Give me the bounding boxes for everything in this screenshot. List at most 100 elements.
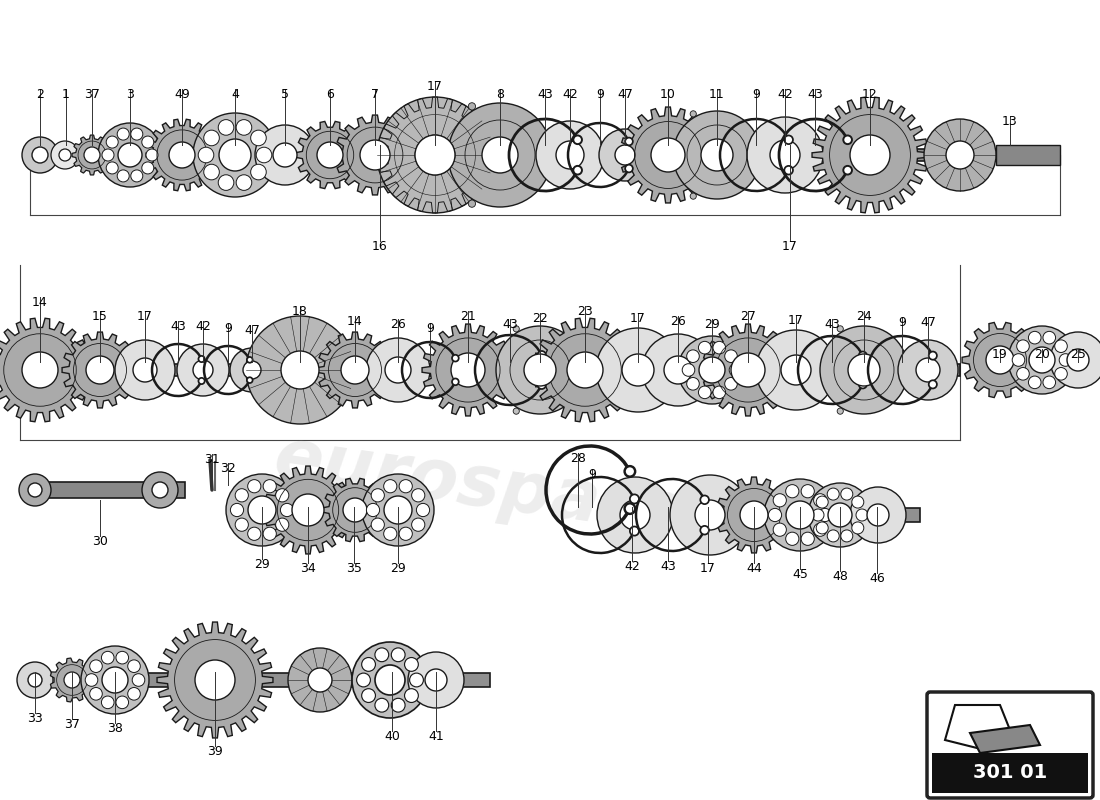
- Circle shape: [814, 523, 827, 536]
- Circle shape: [761, 152, 768, 158]
- Text: 9: 9: [588, 468, 596, 481]
- Circle shape: [116, 696, 129, 709]
- Circle shape: [131, 170, 143, 182]
- Circle shape: [621, 354, 654, 386]
- Text: 4: 4: [231, 88, 239, 101]
- Text: 43: 43: [537, 88, 553, 101]
- Circle shape: [51, 141, 79, 169]
- Circle shape: [859, 351, 867, 360]
- Text: 5: 5: [280, 88, 289, 101]
- Circle shape: [701, 526, 708, 534]
- Bar: [640, 508, 920, 522]
- Circle shape: [375, 698, 388, 712]
- Circle shape: [827, 530, 839, 542]
- Circle shape: [169, 142, 195, 168]
- Circle shape: [101, 651, 114, 664]
- Circle shape: [118, 143, 142, 167]
- Text: 15: 15: [92, 310, 108, 323]
- Text: 27: 27: [740, 310, 756, 323]
- Circle shape: [128, 687, 141, 700]
- Circle shape: [107, 136, 118, 148]
- Circle shape: [218, 174, 234, 190]
- Circle shape: [713, 342, 726, 354]
- Circle shape: [686, 378, 700, 390]
- Text: 18: 18: [293, 305, 308, 318]
- Text: 17: 17: [700, 562, 716, 575]
- Circle shape: [673, 111, 761, 199]
- Circle shape: [288, 648, 352, 712]
- Circle shape: [146, 149, 158, 161]
- Text: 43: 43: [502, 318, 518, 331]
- Circle shape: [1043, 376, 1056, 389]
- Bar: [996, 145, 1060, 165]
- Circle shape: [102, 667, 128, 693]
- Circle shape: [341, 356, 368, 384]
- Circle shape: [740, 501, 768, 529]
- Circle shape: [770, 140, 800, 170]
- Circle shape: [195, 660, 235, 700]
- Text: 12: 12: [862, 88, 878, 101]
- Circle shape: [107, 162, 118, 174]
- Circle shape: [552, 151, 560, 158]
- Circle shape: [1055, 367, 1067, 380]
- Circle shape: [385, 357, 411, 383]
- Circle shape: [773, 523, 786, 536]
- Text: 9: 9: [426, 322, 433, 335]
- Circle shape: [1059, 354, 1071, 366]
- Circle shape: [142, 472, 178, 508]
- Circle shape: [747, 117, 823, 193]
- Circle shape: [255, 125, 315, 185]
- Circle shape: [226, 474, 298, 546]
- Circle shape: [32, 147, 48, 163]
- Circle shape: [362, 689, 375, 702]
- Text: 33: 33: [28, 712, 43, 725]
- Circle shape: [392, 648, 405, 662]
- Polygon shape: [702, 324, 794, 416]
- Circle shape: [142, 136, 154, 148]
- Circle shape: [399, 527, 412, 540]
- Circle shape: [405, 689, 418, 702]
- Circle shape: [384, 527, 397, 540]
- Circle shape: [828, 503, 852, 527]
- Circle shape: [81, 646, 148, 714]
- Circle shape: [756, 330, 836, 410]
- Circle shape: [514, 408, 519, 414]
- Circle shape: [230, 348, 274, 392]
- Circle shape: [1016, 340, 1030, 353]
- Circle shape: [670, 475, 750, 555]
- Text: 13: 13: [1002, 115, 1018, 128]
- Polygon shape: [534, 318, 637, 422]
- Circle shape: [1050, 332, 1100, 388]
- Text: 21: 21: [460, 310, 476, 323]
- Circle shape: [411, 489, 425, 502]
- Circle shape: [808, 483, 872, 547]
- Circle shape: [818, 509, 832, 522]
- Circle shape: [251, 130, 266, 146]
- Circle shape: [84, 147, 100, 163]
- Circle shape: [851, 496, 864, 508]
- Circle shape: [246, 357, 253, 362]
- Circle shape: [248, 496, 276, 524]
- Circle shape: [850, 135, 890, 175]
- Circle shape: [19, 474, 51, 506]
- Circle shape: [732, 353, 764, 387]
- Circle shape: [898, 340, 958, 400]
- Text: 20: 20: [1034, 348, 1049, 361]
- Text: 11: 11: [710, 88, 725, 101]
- Circle shape: [22, 137, 58, 173]
- Circle shape: [204, 130, 219, 146]
- Circle shape: [177, 344, 229, 396]
- Circle shape: [131, 128, 143, 140]
- Polygon shape: [620, 107, 716, 203]
- Text: 34: 34: [300, 562, 316, 575]
- Polygon shape: [62, 332, 138, 408]
- Circle shape: [452, 355, 459, 362]
- Text: 39: 39: [207, 745, 223, 758]
- Circle shape: [690, 193, 696, 199]
- Circle shape: [263, 527, 276, 540]
- Circle shape: [625, 138, 632, 146]
- Circle shape: [496, 326, 584, 414]
- Circle shape: [246, 378, 253, 383]
- Text: 10: 10: [660, 88, 675, 101]
- Polygon shape: [51, 658, 94, 702]
